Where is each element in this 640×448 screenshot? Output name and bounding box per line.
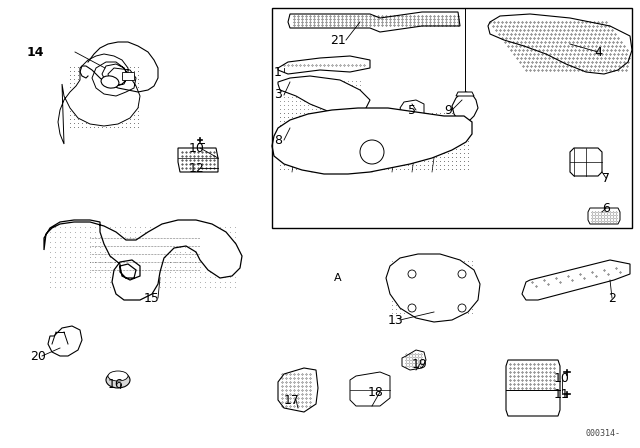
Text: 11: 11 (554, 388, 570, 401)
Polygon shape (400, 100, 424, 118)
Text: 18: 18 (368, 385, 384, 399)
Polygon shape (350, 372, 390, 406)
Text: 000314-: 000314- (585, 429, 620, 438)
Polygon shape (506, 360, 560, 416)
Text: 15: 15 (144, 292, 160, 305)
Text: 16: 16 (108, 378, 124, 391)
Circle shape (408, 270, 416, 278)
Polygon shape (58, 54, 140, 144)
Text: 7: 7 (602, 172, 610, 185)
Polygon shape (288, 12, 460, 32)
Bar (272, 8, 632, 228)
Ellipse shape (108, 371, 128, 381)
Text: 6: 6 (602, 202, 610, 215)
Circle shape (408, 304, 416, 312)
Polygon shape (178, 148, 218, 172)
Text: 12: 12 (189, 161, 205, 175)
Polygon shape (48, 326, 82, 356)
Text: 20: 20 (30, 349, 46, 362)
Text: 21: 21 (330, 34, 346, 47)
Polygon shape (522, 260, 630, 300)
Text: 9: 9 (444, 103, 452, 116)
Ellipse shape (106, 372, 130, 388)
Polygon shape (456, 92, 474, 96)
Text: 17: 17 (284, 393, 300, 406)
Polygon shape (386, 254, 480, 322)
Text: 8: 8 (274, 134, 282, 146)
Polygon shape (402, 350, 426, 370)
Polygon shape (570, 148, 602, 176)
Circle shape (458, 270, 466, 278)
Text: 3: 3 (274, 89, 282, 102)
Text: A: A (334, 273, 342, 283)
Polygon shape (278, 368, 318, 412)
Polygon shape (278, 56, 370, 74)
Text: 5: 5 (408, 103, 416, 116)
Text: 14: 14 (26, 46, 44, 59)
Polygon shape (278, 76, 370, 116)
Text: 10: 10 (189, 142, 205, 155)
Ellipse shape (101, 76, 119, 88)
Circle shape (360, 140, 384, 164)
Polygon shape (588, 208, 620, 224)
Text: 13: 13 (388, 314, 404, 327)
Text: 1: 1 (274, 65, 282, 78)
Text: 10: 10 (554, 371, 570, 384)
Text: 4: 4 (594, 46, 602, 59)
Text: 19: 19 (412, 358, 428, 370)
Polygon shape (452, 92, 478, 122)
Text: 2: 2 (608, 292, 616, 305)
Polygon shape (272, 108, 472, 174)
Circle shape (458, 304, 466, 312)
Polygon shape (122, 72, 134, 80)
Polygon shape (44, 220, 242, 300)
Polygon shape (488, 14, 632, 74)
